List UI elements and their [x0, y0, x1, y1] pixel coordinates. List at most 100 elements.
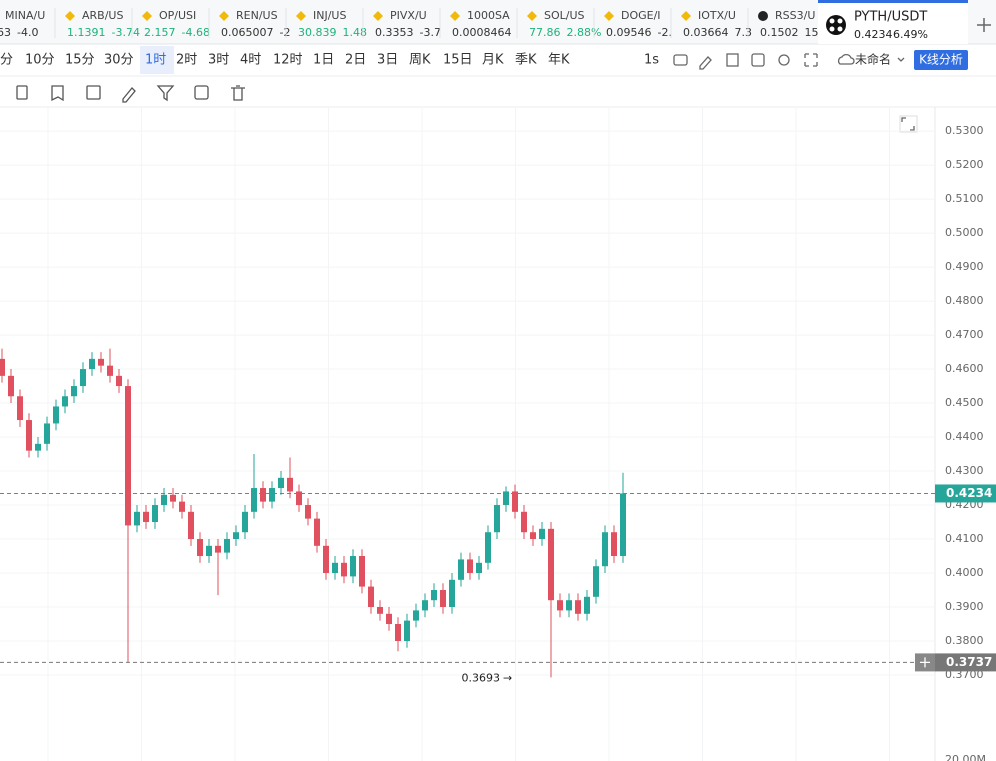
candle-body [341, 562, 347, 577]
coin-icon [373, 11, 383, 21]
coin-icon-dot [837, 18, 843, 24]
candle-body [413, 610, 419, 621]
interval-button[interactable]: 月K [482, 53, 504, 68]
ticker-price: 30.839 [298, 26, 337, 39]
tool-icon[interactable] [751, 53, 765, 67]
candle-body [98, 358, 104, 366]
candle-body [431, 590, 437, 601]
tool-icon[interactable] [699, 56, 712, 70]
dropdown-icon[interactable] [897, 57, 905, 62]
candle-body [512, 491, 518, 512]
interval-button[interactable]: 15日 [443, 53, 473, 68]
tool-icon[interactable] [194, 85, 209, 100]
interval-button[interactable]: 2时 [176, 53, 197, 68]
candle-body [611, 532, 617, 557]
candle-body [161, 494, 167, 506]
candle-body [152, 505, 158, 523]
coin-icon [826, 15, 846, 35]
interval-button[interactable]: 1日 [313, 53, 334, 68]
interval-button[interactable]: 周K [409, 53, 431, 68]
marked-price-tag [935, 653, 996, 672]
coin-icon [450, 11, 460, 21]
analysis-button-bg[interactable] [914, 50, 968, 70]
candle-body [467, 559, 473, 574]
ticker-change: -2 [280, 26, 291, 39]
candle-body [206, 545, 212, 557]
candle-body [422, 600, 428, 611]
candle-body [566, 600, 572, 611]
expand-button[interactable] [899, 115, 918, 133]
y-tick-label: 0.4900 [945, 260, 984, 273]
tool-icon[interactable] [86, 85, 101, 100]
y-tick-label: 0.5200 [945, 158, 984, 171]
active-ticker-name: PYTH/USDT [854, 10, 927, 25]
interval-button[interactable]: 3时 [208, 53, 229, 68]
ticker-name: 1000SA [467, 9, 510, 22]
ticker-price: 0.3353 [375, 26, 414, 39]
tool-icon[interactable] [231, 85, 245, 101]
ticker-name: PIVX/U [390, 9, 427, 22]
low-marker-arrow: → [503, 671, 512, 684]
candle-body [125, 386, 131, 526]
y-tick-label: 0.5300 [945, 124, 984, 137]
tool-icon[interactable] [726, 53, 739, 67]
interval-button[interactable]: 分 [0, 53, 13, 68]
layout-name[interactable]: 未命名 [855, 52, 891, 67]
interval-button[interactable]: 3日 [377, 53, 398, 68]
candle-body [242, 511, 248, 533]
ticker-price: 77.86 [529, 26, 561, 39]
ticker-name: OP/USI [159, 9, 196, 22]
candle-body [296, 491, 302, 506]
candle-body [71, 386, 77, 397]
interval-button[interactable]: 年K [548, 53, 570, 68]
last-price-tag [935, 484, 996, 503]
low-marker-label: 0.3693 [462, 671, 501, 684]
seconds-button[interactable]: 1s [644, 53, 659, 68]
interval-button[interactable]: 1时 [145, 53, 166, 68]
candle-body [593, 566, 599, 597]
tool-icon[interactable] [804, 53, 818, 67]
add-tab[interactable] [977, 18, 991, 32]
coin-icon [142, 11, 152, 21]
candle-body [575, 600, 581, 614]
y-tick-label: 0.5000 [945, 226, 984, 239]
tool-icon[interactable] [673, 54, 688, 66]
interval-highlight [140, 46, 174, 74]
candle-body [332, 562, 338, 574]
candle-body [350, 556, 356, 577]
ticker-name: DOGE/I [621, 9, 661, 22]
interval-button[interactable]: 4时 [240, 53, 261, 68]
candle-body [314, 518, 320, 546]
coin-icon [296, 11, 306, 21]
interval-button[interactable]: 30分 [104, 53, 134, 68]
ticker-name: INJ/US [313, 9, 346, 22]
tool-icon[interactable] [778, 54, 790, 66]
candle-body [404, 620, 410, 641]
tool-icon[interactable] [156, 85, 175, 102]
ticker-change: -4.0 [17, 26, 38, 39]
candle-body [395, 624, 401, 641]
tool-icon[interactable] [122, 87, 136, 103]
expand-icon[interactable] [901, 117, 915, 131]
y-tick-label: 0.4300 [945, 464, 984, 477]
interval-button[interactable]: 2日 [345, 53, 366, 68]
candle-body [170, 494, 176, 502]
y-tick-label: 0.4500 [945, 396, 984, 409]
interval-button[interactable]: 季K [515, 53, 537, 68]
candle-body [89, 358, 95, 370]
analysis-button[interactable]: K线分析 [919, 53, 963, 67]
tool-icon[interactable] [16, 85, 28, 100]
interval-button[interactable]: 15分 [65, 53, 95, 68]
ticker-price: 2.157 [144, 26, 176, 39]
tool-icon[interactable] [51, 85, 64, 102]
interval-button[interactable]: 10分 [25, 53, 55, 68]
candle-body [278, 477, 284, 489]
candle-body [17, 396, 23, 421]
candle-body [35, 443, 41, 451]
volume-axis-label: 20.00M [945, 753, 986, 761]
interval-button[interactable]: 12时 [273, 53, 303, 68]
candle-body [602, 532, 608, 567]
y-tick-label: 0.4100 [945, 532, 984, 545]
candle-body [440, 590, 446, 608]
